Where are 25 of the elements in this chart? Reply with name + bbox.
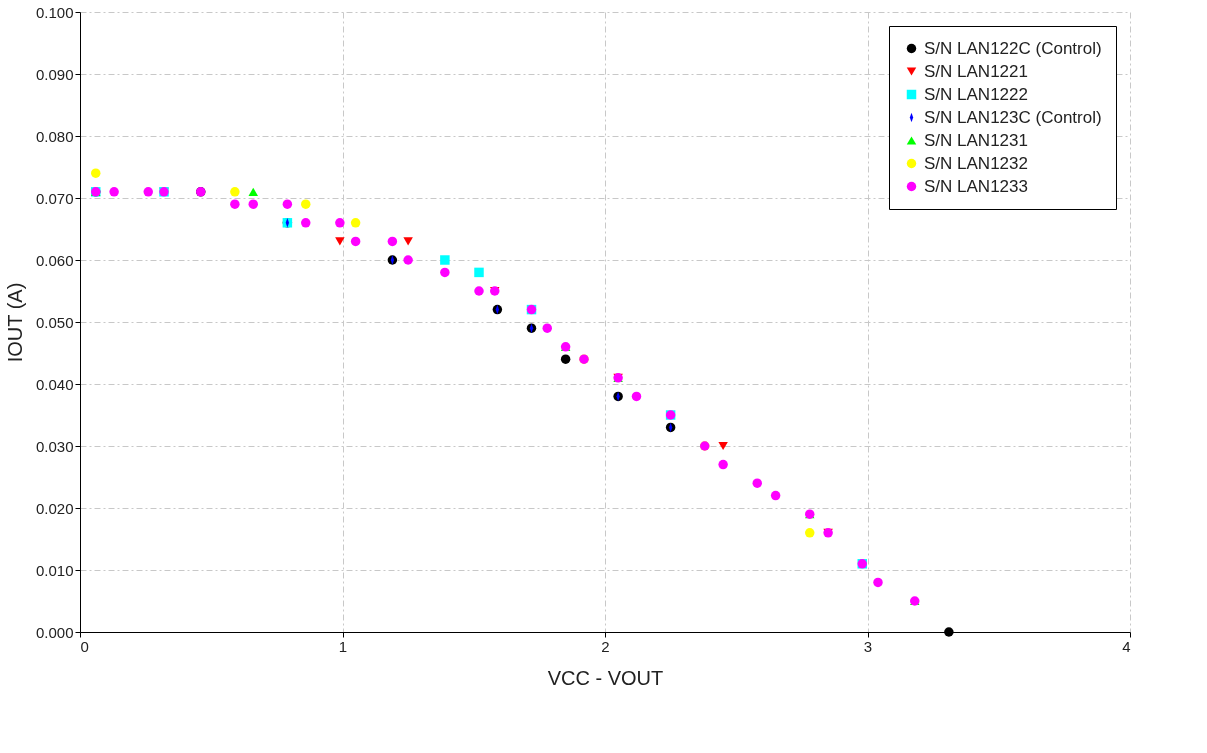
legend-label: S/N LAN1231 <box>924 130 1028 150</box>
y-tick-label: 0.060 <box>35 251 74 269</box>
x-axis-title: VCC - VOUT <box>547 666 664 689</box>
y-tick-label: 0.070 <box>35 189 74 207</box>
y-tick-label: 0.100 <box>35 3 74 21</box>
legend-label: S/N LAN1221 <box>924 61 1028 81</box>
y-tick-label: 0.080 <box>35 127 74 145</box>
x-tick-label: 4 <box>1122 637 1131 655</box>
y-tick-label: 0.020 <box>35 499 74 517</box>
x-tick-label: 2 <box>601 637 610 655</box>
y-tick-label: 0.010 <box>35 561 74 579</box>
legend-label: S/N LAN1232 <box>924 153 1028 173</box>
x-tick-label: 3 <box>863 637 873 655</box>
legend-label: S/N LAN123C (Control) <box>924 107 1102 127</box>
x-tick-label: 0 <box>80 637 89 655</box>
y-tick-label: 0.090 <box>35 65 74 83</box>
legend-label: S/N LAN1233 <box>924 176 1028 196</box>
y-tick-label: 0.000 <box>35 623 74 641</box>
x-tick-label: 1 <box>338 637 348 655</box>
y-tick-label: 0.050 <box>35 313 74 331</box>
legend-label: S/N LAN122C (Control) <box>924 38 1102 58</box>
y-axis-title: IOUT (A) <box>3 282 26 363</box>
y-tick-label: 0.040 <box>35 375 74 393</box>
legend-label: S/N LAN1222 <box>924 84 1028 104</box>
y-tick-label: 0.030 <box>35 437 74 455</box>
